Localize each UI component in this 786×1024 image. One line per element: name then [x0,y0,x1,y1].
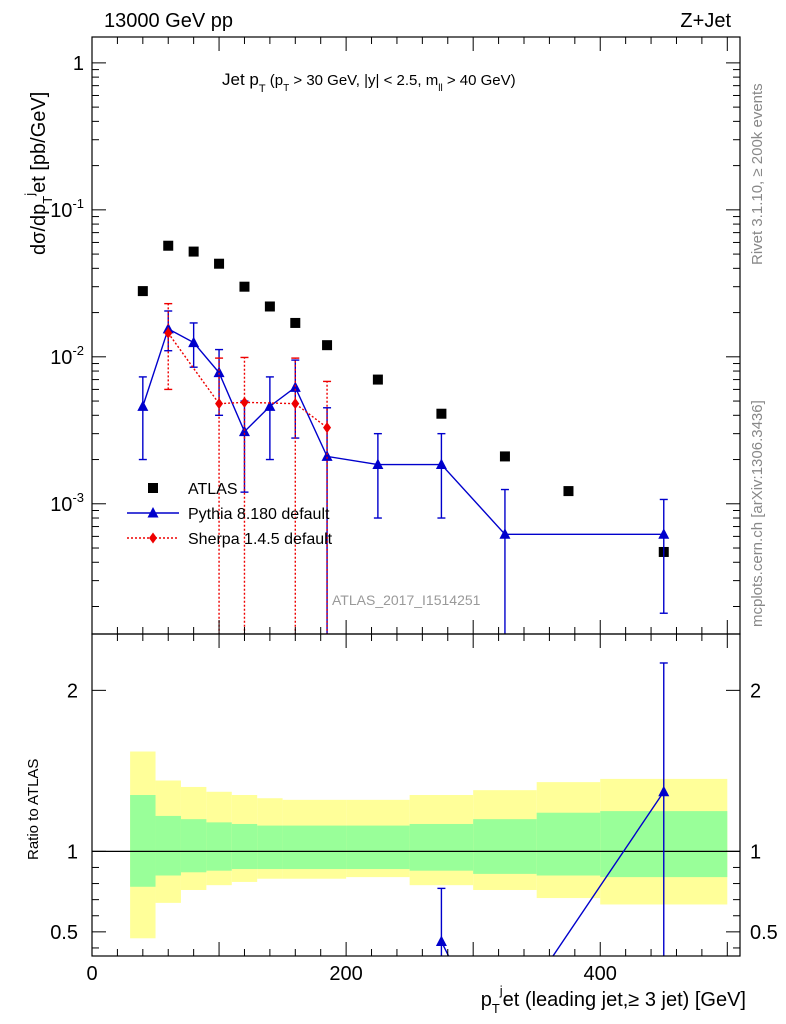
y-tick-label-1: 10-1 [50,196,84,222]
x-tick-label-2: 400 [584,963,617,985]
legend-marker-1 [147,507,159,518]
legend-marker-0 [148,483,158,493]
ratio-y-tick-label-right-2: 2 [750,680,761,702]
ratio-line-0 [440,791,665,956]
band-inner-2 [180,819,207,873]
band-inner-11 [536,812,601,876]
ratio-y-tick-label-right-1: 1 [750,841,761,863]
band-inner-8 [346,825,410,870]
ratio-frame-box [91,633,741,957]
tick-base: 10 [50,347,72,369]
y-tick-label-0: 1 [73,53,84,75]
data-point-1-7 [321,450,333,461]
ratio-point-0 [435,935,447,947]
data-point-0-4 [239,281,250,292]
ratio-y-tick-label-left-2: 2 [67,680,78,702]
tick-base: 10 [50,494,72,516]
series-line-1 [142,327,664,535]
tick-exponent: -1 [72,196,84,211]
band-inner-7 [308,825,347,870]
data-point-1-8 [372,458,384,470]
band-inner-10 [473,819,537,874]
data-point-2-2 [240,396,249,408]
header-left: 13000 GeV pp [104,10,233,32]
legend-marker-2 [149,532,157,544]
ratio-axes-frame: 0.5 0.5 1 1 2 2 0 200 400 [50,633,778,985]
main-y-axis-label: dσ/dpTjet [pb/GeV] [22,92,55,255]
y-tick-label-3: 10-3 [50,490,84,516]
band-inner-4 [231,823,258,870]
data-point-0-8 [372,374,383,385]
data-point-0-0 [137,286,148,297]
data-point-2-1 [215,398,224,410]
legend-label-0: ATLAS [188,481,238,498]
data-point-0-1 [163,240,174,251]
ratio-point-3 [658,785,670,797]
data-point-2-0 [164,327,173,339]
x-tick-label-0: 0 [86,963,97,985]
main-axes-frame: 110-110-210-3 [50,36,741,635]
tick-base: 10 [50,200,72,222]
data-point-1-2 [188,336,200,348]
ratio-y-axis-label: Ratio to ATLAS [25,759,42,860]
legend-label-1: Pythia 8.180 default [188,506,330,523]
legend: ATLAS Pythia 8.180 default Sherpa 1.4.5 de… [127,481,333,548]
band-inner-1 [155,815,181,876]
data-point-0-10 [499,451,510,462]
tick-exponent: -2 [72,343,84,358]
ratio-y-tick-label-left-1: 1 [67,841,78,863]
data-point-2-4 [323,422,332,434]
chart-title: Jet pT (pT > 30 GeV, |y| < 2.5, mll > 40… [222,70,516,95]
band-inner-3 [206,822,232,871]
data-point-1-9 [435,458,447,470]
data-point-1-0 [137,400,149,411]
y-tick-label-2: 10-2 [50,343,84,369]
watermark: ATLAS_2017_I1514251 [332,592,481,608]
legend-label-2: Sherpa 1.4.5 default [188,531,333,548]
x-tick-label-1: 200 [329,963,362,985]
band-inner-6 [282,825,308,870]
data-point-1-11 [658,528,670,539]
side-label-rivet: Rivet 3.1.10, ≥ 200k events [749,83,766,265]
tick-exponent: -3 [72,490,84,505]
header-right: Z+Jet [680,10,731,32]
data-point-1-10 [499,528,511,539]
band-inner-9 [409,823,474,871]
side-label-mcplots: mcplots.cern.ch [arXiv:1306.3436] [749,400,766,627]
data-point-1-5 [264,400,276,411]
series-line-2 [167,332,328,429]
data-point-1-3 [213,366,225,378]
ratio-y-tick-label-left-0: 0.5 [50,922,78,944]
data-point-0-7 [322,340,333,351]
band-inner-0 [130,795,156,887]
band-inner-5 [257,825,283,870]
x-axis-label: pTjet (leading jet,≥ 3 jet) [GeV] [481,983,746,1016]
data-point-0-3 [214,258,225,269]
data-point-0-6 [290,317,301,328]
data-point-0-9 [436,408,447,419]
data-point-0-2 [188,246,199,257]
ratio-y-tick-label-right-0: 0.5 [750,922,778,944]
data-point-0-5 [264,301,275,312]
data-point-1-4 [238,425,250,437]
data-point-2-3 [291,398,300,410]
data-point-0-11 [563,486,574,497]
